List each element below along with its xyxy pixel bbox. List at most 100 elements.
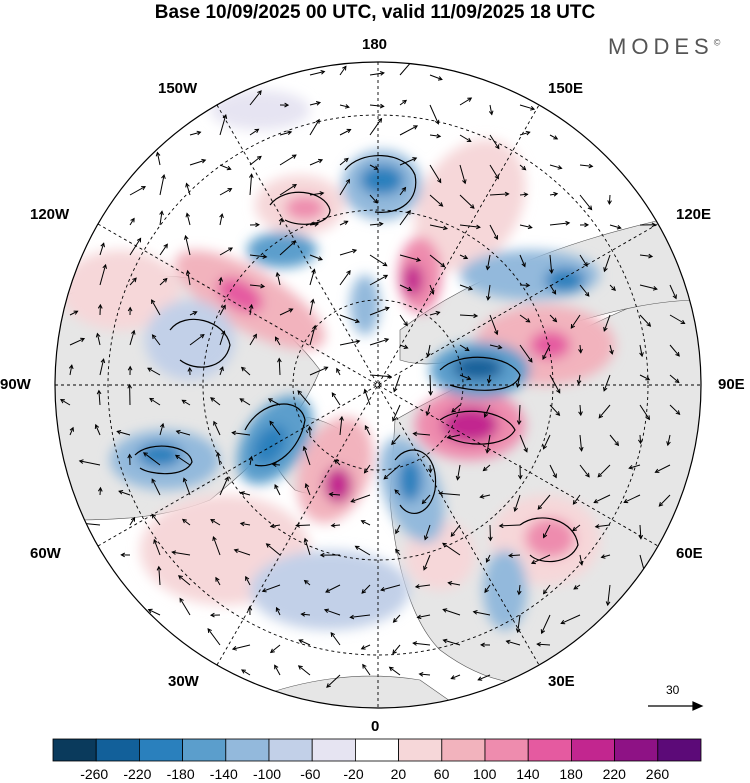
wind-arrow-head xyxy=(483,412,489,418)
lon-label-30w: 30W xyxy=(168,673,199,690)
wind-arrow-head xyxy=(565,220,571,226)
wind-arrow xyxy=(186,213,191,226)
wind-arrow-head xyxy=(261,587,267,593)
wind-arrow-head xyxy=(363,468,369,474)
wind-arrow xyxy=(326,674,341,688)
wind-arrow-head xyxy=(423,565,428,571)
wind-arrow xyxy=(603,254,611,272)
wind-arrow-head xyxy=(344,104,350,109)
wind-arrow-head xyxy=(159,210,164,216)
wind-arrow xyxy=(234,549,251,556)
wind-arrow xyxy=(369,164,379,170)
wind-arrow xyxy=(519,344,533,363)
wind-arrow xyxy=(215,577,221,586)
wind-arrow-head xyxy=(391,440,396,446)
wind-arrow-head xyxy=(257,90,262,95)
wind-arrow xyxy=(369,374,391,378)
wind-arrow xyxy=(608,194,611,205)
wind-arrow xyxy=(339,129,351,136)
anomaly-pos xyxy=(525,518,575,558)
colorbar-tick: 180 xyxy=(559,766,583,782)
wind-arrow-head xyxy=(380,586,386,592)
wind-arrow-head xyxy=(401,186,407,192)
wind-arrow xyxy=(601,554,611,558)
wind-arrow-head xyxy=(447,581,453,586)
wind-arrow xyxy=(159,423,164,436)
anomaly-pos xyxy=(285,196,325,220)
wind-arrow xyxy=(249,156,262,166)
wind-arrow-head xyxy=(638,534,644,540)
wind-arrow xyxy=(519,434,528,452)
wind-arrow-head xyxy=(578,446,584,452)
reference-vector-arrow xyxy=(648,701,704,711)
wind-arrow xyxy=(579,194,592,210)
wind-arrow-head xyxy=(605,601,611,607)
wind-arrow-head xyxy=(284,102,290,108)
wind-vectors xyxy=(60,62,686,688)
wind-arrow xyxy=(623,494,641,503)
wind-arrow-head xyxy=(248,303,254,309)
wind-arrow xyxy=(443,608,461,616)
wind-arrow-head xyxy=(360,520,366,525)
wind-arrow-head xyxy=(486,295,491,301)
anomaly-neg xyxy=(145,300,235,380)
wind-arrow xyxy=(159,278,168,286)
wind-arrow xyxy=(336,368,341,376)
wind-arrow xyxy=(249,334,257,346)
wind-arrow-head xyxy=(336,367,341,373)
wind-arrow-head xyxy=(177,575,183,580)
wind-arrow xyxy=(151,478,161,496)
wind-arrow-head xyxy=(428,390,433,396)
wind-arrow xyxy=(459,314,478,317)
wind-arrow-head xyxy=(675,351,680,357)
wind-arrow-head xyxy=(196,130,202,136)
wind-arrow xyxy=(299,639,311,646)
wind-arrow-head xyxy=(603,386,608,392)
colorbar-tick: 140 xyxy=(516,766,540,782)
wind-arrow-head xyxy=(437,178,442,184)
wind-arrow-head xyxy=(248,173,254,179)
wind-arrow-head xyxy=(262,254,268,259)
wind-arrow xyxy=(629,464,641,469)
wind-arrow-head xyxy=(331,392,337,398)
wind-arrow xyxy=(219,114,227,136)
wind-arrow xyxy=(369,72,384,76)
wind-arrow xyxy=(543,584,551,594)
wind-arrow xyxy=(389,666,401,676)
wind-arrow xyxy=(241,669,251,676)
wind-arrow-head xyxy=(497,344,503,350)
wind-arrow xyxy=(152,334,161,346)
colorbar-swatch xyxy=(527,738,572,762)
wind-arrow-head xyxy=(473,313,479,319)
wind-arrow xyxy=(159,211,163,226)
wind-arrow-head xyxy=(442,638,448,644)
wind-arrow-head xyxy=(231,646,237,651)
wind-arrow xyxy=(309,299,314,316)
lon-label-0: 0 xyxy=(371,718,380,735)
wind-arrow xyxy=(217,452,221,466)
wind-arrow xyxy=(489,314,498,335)
wind-arrow-head xyxy=(442,542,447,548)
wind-arrow xyxy=(249,90,262,106)
wind-arrow-head xyxy=(307,425,313,431)
wind-arrow xyxy=(239,398,251,406)
wind-arrow-head xyxy=(226,165,232,171)
wind-arrow xyxy=(399,210,411,226)
wind-arrow-head xyxy=(120,552,126,558)
anomaly-pos xyxy=(403,264,423,296)
map-disc xyxy=(55,62,701,708)
wind-arrow-head xyxy=(648,253,654,259)
wind-arrow-head xyxy=(588,163,594,169)
wind-arrow xyxy=(509,554,521,557)
wind-arrow-head xyxy=(427,468,433,474)
wind-arrow-head xyxy=(315,101,322,106)
wind-arrow-head xyxy=(192,311,198,316)
wind-arrow xyxy=(232,432,251,436)
wind-arrow-head xyxy=(652,286,658,291)
wind-arrow xyxy=(249,254,267,258)
wind-arrow xyxy=(459,97,472,106)
wind-arrow-head xyxy=(477,676,483,681)
wind-arrow xyxy=(489,164,499,179)
wind-arrow xyxy=(473,611,491,616)
wind-arrow-head xyxy=(68,364,74,370)
